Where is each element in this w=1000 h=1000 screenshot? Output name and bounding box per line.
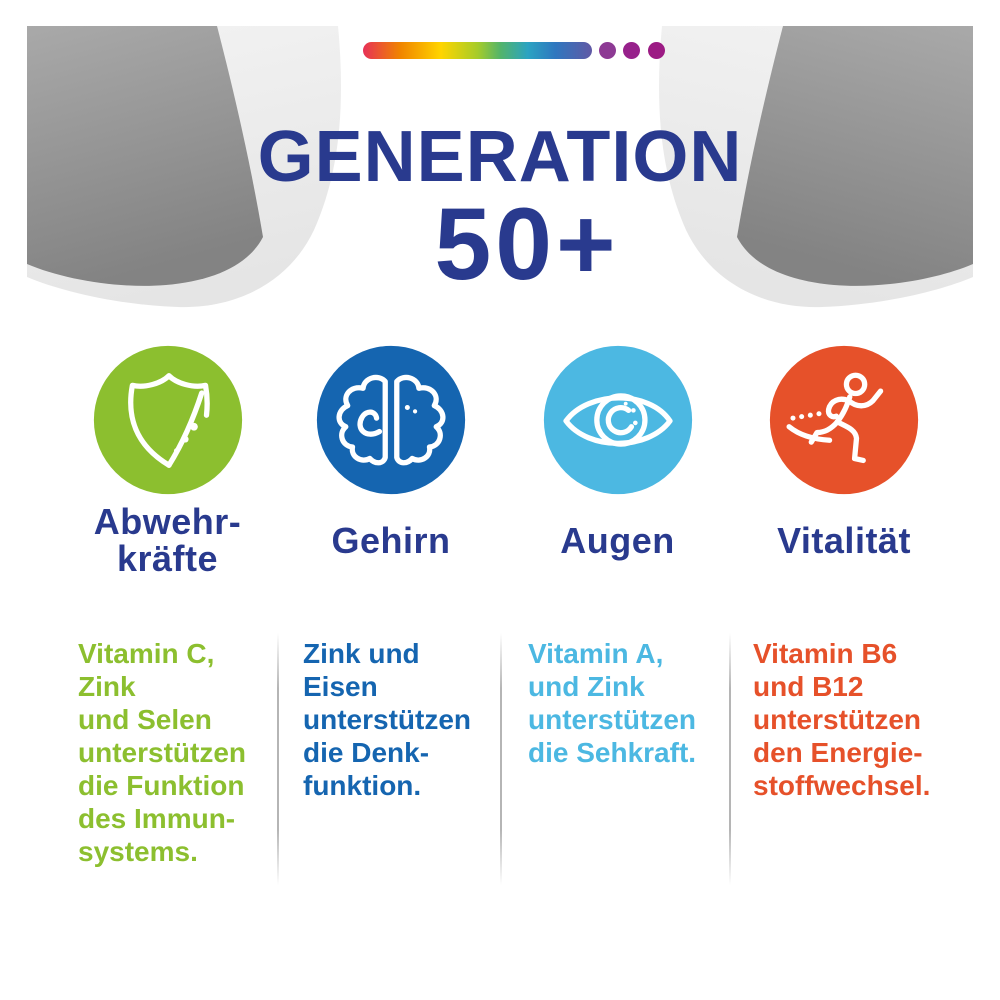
- rainbow-dot: [623, 42, 640, 59]
- vitality-badge: [769, 345, 919, 495]
- benefit-label: Augen: [560, 519, 675, 561]
- benefit-column-augen: Augen Vitamin A, und Zink unterstützen die …: [510, 343, 725, 769]
- benefit-text: Vitamin C, Zink und Selen unterstützen die F…: [78, 638, 246, 867]
- page-title-line1: GENERATION: [257, 117, 743, 197]
- brain-icon: [336, 377, 443, 462]
- benefit-column-gehirn: Gehirn Zink und Eisen unterstützen die Denk…: [285, 343, 497, 802]
- benefit-label: Abwehr-kräfte: [93, 501, 242, 579]
- benefit-label: Vitalität: [777, 519, 911, 561]
- benefit-text: Vitamin A, und Zink unterstützen die Sehkra…: [528, 638, 697, 768]
- immune-badge: [93, 345, 242, 495]
- rainbow-dot: [648, 42, 665, 59]
- rainbow-dot: [599, 42, 616, 59]
- page-title-line2: 50+: [434, 187, 620, 301]
- eye-badge: [543, 345, 692, 495]
- eye-icon: [562, 393, 673, 447]
- benefit-column-vitalitaet: Vitalität Vitamin B6 und B12 unterstützen d…: [735, 343, 953, 802]
- benefit-text: Vitamin B6 und B12 unterstützen den Energie…: [753, 638, 931, 801]
- benefit-column-abwehrkraefte: Abwehr-kräfte Vitamin C, Zink und Selen unt…: [60, 343, 275, 868]
- brain-badge: [316, 345, 466, 495]
- rainbow-bar: [363, 42, 592, 59]
- runner-icon: [786, 372, 884, 464]
- benefit-text: Zink und Eisen unterstützen die Denk-funkti…: [303, 638, 471, 801]
- benefit-label: Gehirn: [331, 519, 451, 561]
- column-divider: [277, 633, 279, 885]
- column-divider: [500, 633, 502, 885]
- shield-icon: [127, 373, 210, 468]
- column-divider: [729, 633, 731, 885]
